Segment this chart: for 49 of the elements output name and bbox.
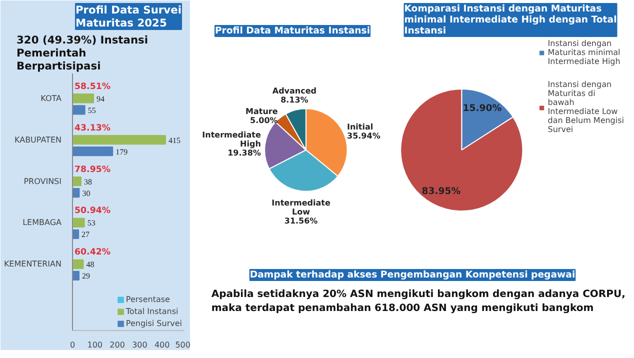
data-label: 78.95% <box>74 164 111 175</box>
y-tick-label: KABUPATEN <box>14 135 62 144</box>
data-label: 50.94% <box>74 206 111 216</box>
chart-title: Profil Data Maturitas Instansi <box>214 26 370 36</box>
y-tick-label: LEMBAGA <box>22 218 62 228</box>
slice-label: Mature <box>246 106 278 116</box>
data-label: 31.56% <box>284 216 318 226</box>
data-label: 35.94% <box>347 131 380 140</box>
slice-label: Intermediate High <box>202 130 262 149</box>
y-tick-label: KEMENTERIAN <box>4 260 62 269</box>
data-label: 29 <box>82 272 90 281</box>
text: Apabila setidaknya 20% ASN mengikuti bangkom dengan adanya CORPU, maka terdapat penambahan 618.000 ASN yang mengikuti bangkom <box>211 289 626 314</box>
chart-subtitle: 320 (49.39%) Instansi Pemerintah Berpartisipasi <box>16 34 148 72</box>
legend-label: Persentase <box>126 295 170 304</box>
data-label: 8.13% <box>280 95 308 104</box>
data-label: 83.95% <box>422 186 462 197</box>
data-label: 48 <box>86 260 94 270</box>
y-tick-label: KOTA <box>40 94 62 103</box>
data-label: 30 <box>82 188 90 198</box>
x-tick-label: 400 <box>154 340 170 350</box>
data-label: 19.38% <box>228 148 261 158</box>
chart-title: Profil Data Survei Maturitas 2025 <box>75 4 182 30</box>
x-tick-label: 0 <box>70 340 76 350</box>
chart-title: Komparasi Instansi dengan Maturitas minimal Intermediate High dengan Total Instansi <box>404 4 617 36</box>
text: Dampak terhadap akses Pengembangan Kompetensi pegawai <box>250 270 576 280</box>
legend-label: Instansi dengan Maturitas minimal Intermediate High <box>548 39 620 66</box>
data-label: 5.00% <box>250 116 278 125</box>
x-tick-label: 300 <box>132 340 148 350</box>
legend-label: Instansi dengan Maturitas di bawah Intermediate Low dan Belum Mengisi Survei <box>548 80 624 134</box>
data-label: 38 <box>84 177 92 186</box>
x-tick-label: 100 <box>87 340 103 350</box>
slice-label: Intermediate Low <box>272 198 331 216</box>
data-label: 415 <box>168 136 180 145</box>
data-label: 94 <box>96 94 105 104</box>
data-label: 27 <box>82 230 90 240</box>
slice-label: Advanced <box>272 86 317 96</box>
data-label: 60.42% <box>74 248 111 258</box>
y-tick-label: PROVINSI <box>24 176 62 186</box>
x-tick-label: 500 <box>175 340 191 350</box>
data-label: 179 <box>116 147 128 156</box>
data-label: 53 <box>87 218 96 228</box>
legend-label: Pengisi Survei <box>126 319 182 328</box>
data-label: 43.13% <box>74 123 111 134</box>
legend-label: Total Instansi <box>126 307 178 316</box>
data-label: 15.90% <box>462 103 502 114</box>
data-label: 58.51% <box>74 82 111 92</box>
slice-label: Initial <box>347 122 374 132</box>
data-label: 55 <box>88 106 96 115</box>
x-tick-label: 200 <box>110 340 125 350</box>
